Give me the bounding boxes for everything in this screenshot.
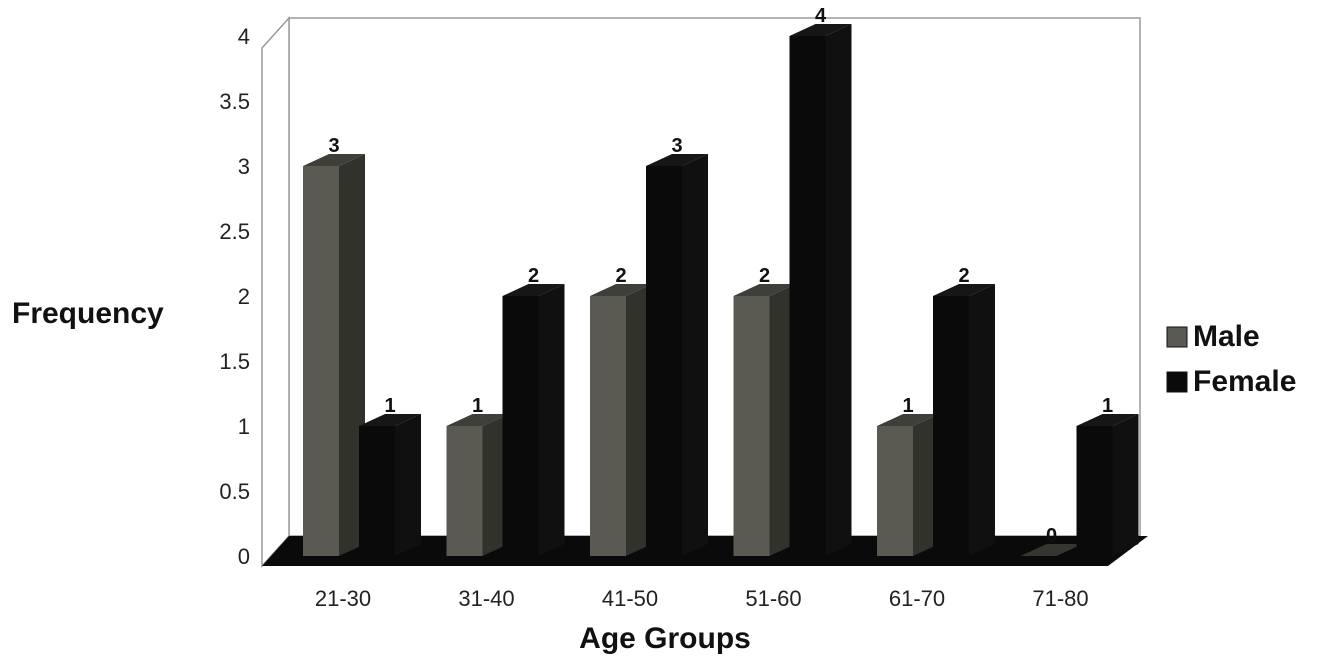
bar-male-31-40 [446, 414, 509, 556]
bar-front-face [590, 296, 626, 556]
bar-top-face [303, 154, 365, 166]
x-tick-label: 51-60 [745, 586, 801, 611]
bar-side-face [682, 154, 708, 556]
bar-side-face [395, 414, 421, 556]
data-label-male: 3 [328, 135, 339, 157]
bar-top-face [733, 284, 796, 296]
data-label-female: 2 [958, 265, 969, 287]
x-axis-ticks: 21-30 31-40 41-50 51-60 61-70 71-80 [315, 586, 1089, 611]
bar-top-face [933, 284, 995, 296]
bar-female-51-60 [789, 24, 852, 556]
bar-top-face [502, 284, 565, 296]
x-tick-label: 71-80 [1032, 586, 1088, 611]
legend-label-female: Female [1193, 365, 1296, 398]
bar-male-51-60 [733, 284, 796, 556]
bar-female-61-70 [933, 284, 995, 556]
bar-top-face [359, 414, 421, 426]
bar-side-face [626, 284, 652, 556]
bar-front-face [646, 166, 682, 556]
bar-front-face [789, 36, 826, 556]
bar-front-face [877, 426, 913, 556]
bar-front-face [733, 296, 770, 556]
legend: Male Female [1166, 320, 1296, 398]
y-tick-label: 2.5 [219, 219, 250, 244]
bar-top-face [446, 414, 509, 426]
y-tick-label: 0.5 [219, 479, 250, 504]
data-label-male: 1 [902, 395, 913, 417]
data-label-male: 0 [1046, 525, 1057, 547]
bar-male-71-80 [1020, 544, 1083, 556]
data-label-male: 2 [759, 265, 770, 287]
bar-male-21-30 [303, 154, 365, 556]
bar-top-face [789, 24, 852, 36]
y-tick-label: 4 [238, 24, 250, 49]
y-tick-label: 2 [238, 284, 250, 309]
bar-side-face [769, 284, 796, 556]
bar-top-face [877, 414, 939, 426]
bar-front-face [933, 296, 969, 556]
x-tick-label: 21-30 [315, 586, 371, 611]
y-tick-label: 1.5 [219, 349, 250, 374]
bar-side-face [482, 414, 509, 556]
bar-side-face [538, 284, 565, 556]
bar-female-41-50 [646, 154, 708, 556]
data-label-male: 2 [615, 265, 626, 287]
y-axis-title: Frequency [12, 297, 164, 330]
legend-swatch-male [1166, 326, 1188, 348]
data-label-female: 1 [384, 395, 395, 417]
data-label-female: 2 [528, 265, 539, 287]
data-label-male: 1 [472, 395, 483, 417]
side-wall [261, 16, 290, 568]
legend-swatch-female [1166, 371, 1188, 393]
x-tick-label: 31-40 [458, 586, 514, 611]
data-label-female: 4 [815, 5, 827, 27]
bar-side-face [913, 414, 939, 556]
bar-series [303, 24, 1139, 556]
x-axis-title: Age Groups [579, 622, 751, 655]
bar-zero-face [1020, 544, 1083, 556]
bar-front-face [303, 166, 339, 556]
bar-male-61-70 [877, 414, 939, 556]
bar-front-face [1076, 426, 1113, 556]
bar-female-71-80 [1076, 414, 1139, 556]
bar-side-face [969, 284, 995, 556]
bar-front-face [502, 296, 539, 556]
legend-label-male: Male [1193, 320, 1260, 353]
bar-front-face [359, 426, 395, 556]
bar-side-face [1112, 414, 1139, 556]
x-tick-label: 61-70 [889, 586, 945, 611]
data-label-female: 3 [671, 135, 682, 157]
y-axis-ticks: 0 0.5 1 1.5 2 2.5 3 3.5 4 [219, 24, 250, 569]
bar-top-face [590, 284, 652, 296]
y-tick-label: 3 [238, 154, 250, 179]
bar-side-face [825, 24, 852, 556]
data-labels: 3 1 1 2 2 3 2 4 1 2 0 1 [328, 5, 1113, 547]
bar-side-face [339, 154, 365, 556]
y-tick-label: 3.5 [219, 89, 250, 114]
y-tick-label: 1 [238, 414, 250, 439]
x-tick-label: 41-50 [602, 586, 658, 611]
data-label-female: 1 [1102, 395, 1113, 417]
bar-female-21-30 [359, 414, 421, 556]
bar-front-face [446, 426, 483, 556]
bar-male-41-50 [590, 284, 652, 556]
y-tick-label: 0 [238, 544, 250, 569]
bar-female-31-40 [502, 284, 565, 556]
bar-top-face [1076, 414, 1139, 426]
bar-top-face [646, 154, 708, 166]
